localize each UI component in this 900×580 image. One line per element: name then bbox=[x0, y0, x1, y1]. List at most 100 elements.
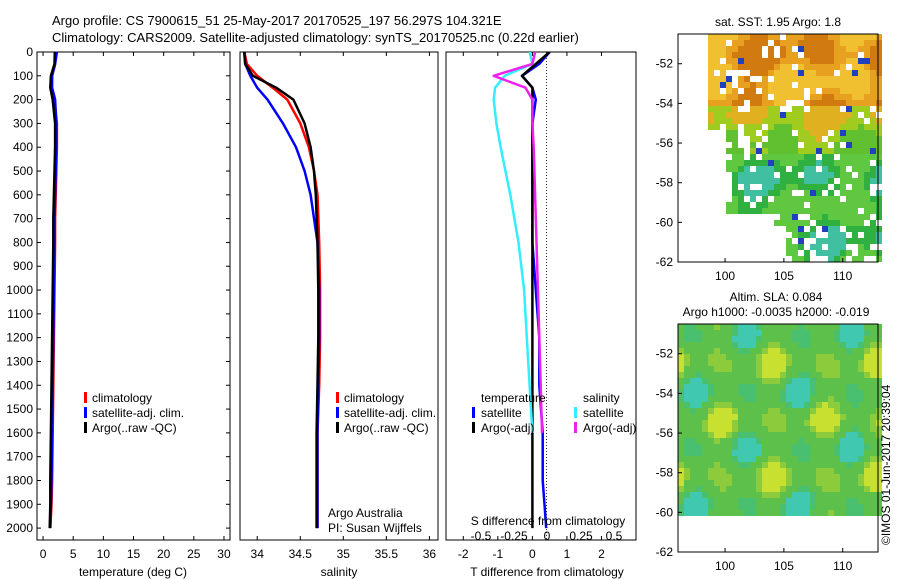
sst-cell bbox=[738, 46, 744, 52]
sst-cell bbox=[828, 202, 834, 208]
sst-cell bbox=[792, 232, 798, 238]
sla-cell bbox=[750, 372, 756, 378]
sst-cell bbox=[792, 184, 798, 190]
sla-cell bbox=[720, 438, 726, 444]
sla-cell bbox=[762, 498, 768, 504]
sla-cell bbox=[720, 360, 726, 366]
sla-cell bbox=[708, 384, 714, 390]
sla-cell bbox=[810, 444, 816, 450]
sla-cell bbox=[810, 324, 816, 330]
sla-cell bbox=[828, 342, 834, 348]
sla-cell bbox=[834, 390, 840, 396]
sla-cell bbox=[822, 468, 828, 474]
sla-cell bbox=[756, 366, 762, 372]
sst-cell bbox=[804, 184, 810, 190]
sst-cell bbox=[840, 178, 846, 184]
sst-cell bbox=[774, 220, 780, 226]
sla-cell bbox=[750, 360, 756, 366]
sla-cell bbox=[828, 504, 834, 510]
sla-cell bbox=[678, 426, 684, 432]
sla-cell bbox=[708, 456, 714, 462]
sst-cell bbox=[810, 190, 816, 196]
sst-cell bbox=[804, 208, 810, 214]
sst-cell bbox=[816, 220, 822, 226]
legend-label-satellite: satellite-adj. clim. bbox=[92, 406, 184, 420]
sla-cell bbox=[678, 366, 684, 372]
sla-cell bbox=[774, 408, 780, 414]
legend-swatch-sal-satellite bbox=[574, 407, 577, 418]
sst-cell bbox=[846, 214, 852, 220]
sla-cell bbox=[720, 408, 726, 414]
map-x-tick-label: 110 bbox=[833, 269, 852, 283]
sst-cell bbox=[858, 70, 864, 76]
sst-cell bbox=[876, 190, 882, 196]
sla-cell bbox=[804, 408, 810, 414]
sla-cell bbox=[870, 390, 876, 396]
sla-cell bbox=[762, 510, 768, 516]
sst-cell bbox=[822, 214, 828, 220]
sla-cell bbox=[810, 408, 816, 414]
sla-cell bbox=[702, 456, 708, 462]
sst-cell bbox=[864, 130, 870, 136]
sla-cell bbox=[840, 432, 846, 438]
sla-map-cells bbox=[678, 324, 882, 516]
sst-cell bbox=[720, 76, 726, 82]
sst-cell bbox=[810, 82, 816, 88]
sst-cell bbox=[738, 82, 744, 88]
sst-cell bbox=[840, 118, 846, 124]
sla-cell bbox=[690, 330, 696, 336]
sla-cell bbox=[780, 462, 786, 468]
sst-cell bbox=[858, 172, 864, 178]
sst-cell bbox=[798, 220, 804, 226]
sst-cell bbox=[750, 136, 756, 142]
sla-cell bbox=[720, 474, 726, 480]
sla-cell bbox=[798, 480, 804, 486]
sla-cell bbox=[816, 366, 822, 372]
sst-cell bbox=[810, 226, 816, 232]
sla-cell bbox=[684, 492, 690, 498]
sla-cell bbox=[858, 402, 864, 408]
sst-cell bbox=[762, 148, 768, 154]
sla-cell bbox=[756, 420, 762, 426]
sla-cell bbox=[858, 378, 864, 384]
sst-cell bbox=[720, 70, 726, 76]
sla-cell bbox=[738, 504, 744, 510]
sla-cell bbox=[804, 360, 810, 366]
sst-cell bbox=[738, 202, 744, 208]
sla-cell bbox=[780, 438, 786, 444]
sla-cell bbox=[846, 396, 852, 402]
sla-cell bbox=[816, 378, 822, 384]
difference-xlabel: T difference from climatology bbox=[470, 565, 624, 579]
sla-cell bbox=[738, 366, 744, 372]
sst-cell bbox=[738, 154, 744, 160]
sla-cell bbox=[738, 444, 744, 450]
sst-cell bbox=[864, 70, 870, 76]
sst-cell bbox=[840, 40, 846, 46]
x-tick-label: 30 bbox=[217, 547, 231, 561]
sla-cell bbox=[792, 324, 798, 330]
sst-cell bbox=[792, 142, 798, 148]
sst-cell bbox=[780, 118, 786, 124]
sla-cell bbox=[726, 426, 732, 432]
sst-cell bbox=[714, 100, 720, 106]
sla-cell bbox=[678, 402, 684, 408]
sst-cell bbox=[804, 166, 810, 172]
sla-cell bbox=[720, 396, 726, 402]
sla-cell bbox=[744, 342, 750, 348]
sst-cell bbox=[780, 100, 786, 106]
sla-cell bbox=[876, 324, 882, 330]
sla-cell bbox=[714, 426, 720, 432]
sst-cell bbox=[822, 100, 828, 106]
y-tick-label: 1700 bbox=[6, 450, 33, 464]
sla-cell bbox=[684, 468, 690, 474]
sst-cell bbox=[822, 220, 828, 226]
sla-cell bbox=[792, 414, 798, 420]
sla-cell bbox=[828, 402, 834, 408]
sst-cell bbox=[756, 136, 762, 142]
sla-cell bbox=[780, 486, 786, 492]
sst-cell bbox=[870, 136, 876, 142]
sst-cell bbox=[732, 112, 738, 118]
sst-cell bbox=[786, 40, 792, 46]
sst-cell bbox=[756, 40, 762, 46]
sst-cell bbox=[768, 142, 774, 148]
